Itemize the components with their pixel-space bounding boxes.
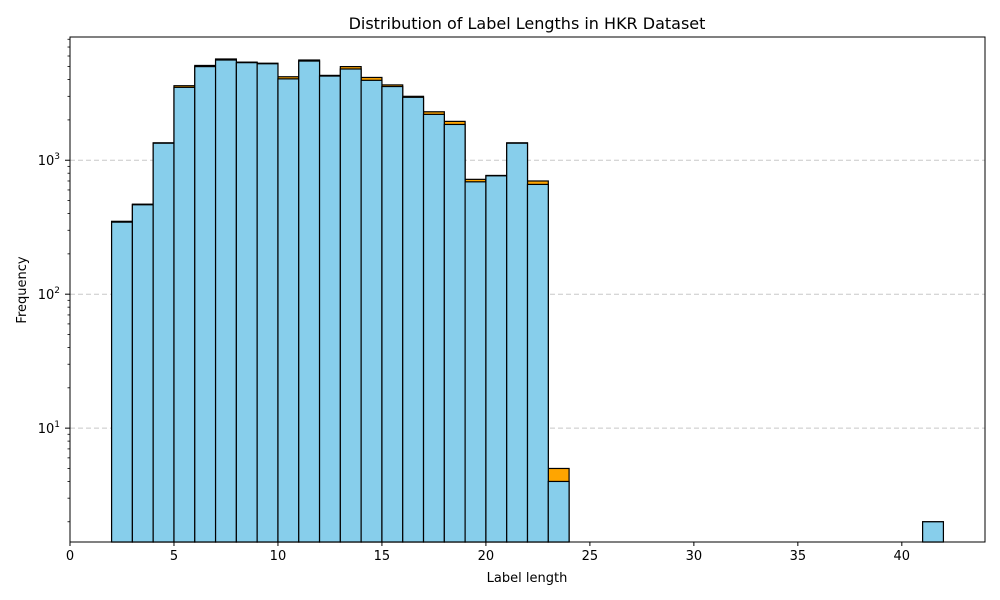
bar-series1-bin-21: [506, 142, 529, 543]
bar-series1-bin-4: [152, 142, 175, 543]
bar-series1-bin-11: [298, 60, 321, 543]
bar-series1-bin-12: [318, 75, 341, 543]
x-axis-label: Label length: [487, 571, 568, 586]
bar-series1-bin-20: [485, 175, 508, 543]
bar-series1-bin-5: [173, 86, 196, 543]
bar-series1-bin-23: [547, 480, 570, 543]
bar-series1-bin-19: [464, 181, 487, 543]
x-tick-label-25: 25: [582, 549, 599, 564]
y-tick-base: 10: [38, 154, 55, 169]
bar-series1-bin-3: [131, 204, 154, 543]
chart-title: Distribution of Label Lengths in HKR Dat…: [349, 14, 706, 33]
plot-frame: [69, 36, 986, 543]
bar-series1-bin-7: [214, 59, 237, 543]
bar-series1-bin-15: [381, 85, 404, 543]
bar-series1-bin-18: [443, 123, 466, 543]
y-tick-exponent: 3: [54, 152, 60, 162]
bar-series1-bin-9: [256, 63, 279, 543]
x-tick-label-30: 30: [686, 549, 703, 564]
bar-series1-bin-10: [277, 78, 300, 543]
bar-series1-bin-41: [922, 521, 945, 543]
bar-series1-bin-14: [360, 79, 383, 543]
x-tick-label-40: 40: [894, 549, 911, 564]
y-tick-base: 10: [38, 288, 55, 303]
bar-series1-bin-13: [339, 68, 362, 543]
x-tick-label-35: 35: [790, 549, 807, 564]
y-tick-label-0: 101: [38, 420, 60, 437]
y-tick-label-2: 103: [38, 152, 60, 169]
bar-series1-bin-6: [194, 66, 217, 543]
bar-series1-bin-8: [235, 62, 258, 543]
bar-series1-bin-16: [402, 96, 425, 543]
x-tick-label-20: 20: [478, 549, 495, 564]
bar-series1-bin-22: [526, 183, 549, 543]
x-tick-label-15: 15: [374, 549, 391, 564]
x-tick-label-0: 0: [66, 549, 74, 564]
x-tick-label-10: 10: [270, 549, 287, 564]
x-tick-label-5: 5: [170, 549, 178, 564]
y-axis-label: Frequency: [15, 256, 30, 323]
y-tick-base: 10: [38, 422, 55, 437]
y-tick-exponent: 2: [54, 286, 60, 296]
y-tick-exponent: 1: [54, 420, 60, 430]
bar-series1-bin-2: [110, 221, 133, 543]
bar-series1-bin-17: [422, 113, 445, 543]
y-tick-label-1: 102: [38, 286, 60, 303]
